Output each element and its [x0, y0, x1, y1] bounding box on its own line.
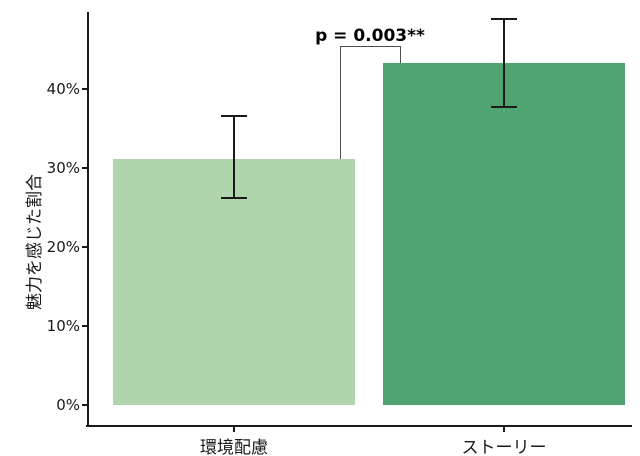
error-bar-line: [503, 18, 505, 108]
error-bar-cap: [491, 106, 517, 109]
y-tick-mark: [82, 325, 88, 327]
x-category-label: 環境配慮: [200, 438, 268, 456]
y-tick-label: 30%: [46, 159, 80, 177]
error-bar-cap: [221, 197, 247, 200]
bracket-segment: [340, 46, 341, 159]
bracket-segment: [400, 46, 401, 63]
y-tick-mark: [82, 88, 88, 90]
y-axis-line: [87, 12, 89, 425]
y-tick-mark: [82, 167, 88, 169]
error-bar-cap: [221, 114, 247, 117]
x-tick-mark: [503, 425, 505, 432]
y-tick-label: 0%: [56, 396, 80, 414]
bar-right: [383, 62, 625, 405]
y-tick-label: 40%: [46, 80, 80, 98]
error-bar-line: [233, 115, 235, 199]
bracket-segment: [340, 46, 400, 47]
x-category-label: ストーリー: [461, 438, 547, 456]
y-tick-label: 10%: [46, 317, 80, 335]
error-bar-cap: [491, 17, 517, 20]
x-tick-mark: [233, 425, 235, 432]
x-axis-line: [86, 425, 632, 427]
y-tick-label: 20%: [46, 238, 80, 256]
p-value-label: p = 0.003**: [315, 26, 425, 46]
y-tick-mark: [82, 246, 88, 248]
y-tick-mark: [82, 404, 88, 406]
bar-left: [113, 158, 355, 405]
